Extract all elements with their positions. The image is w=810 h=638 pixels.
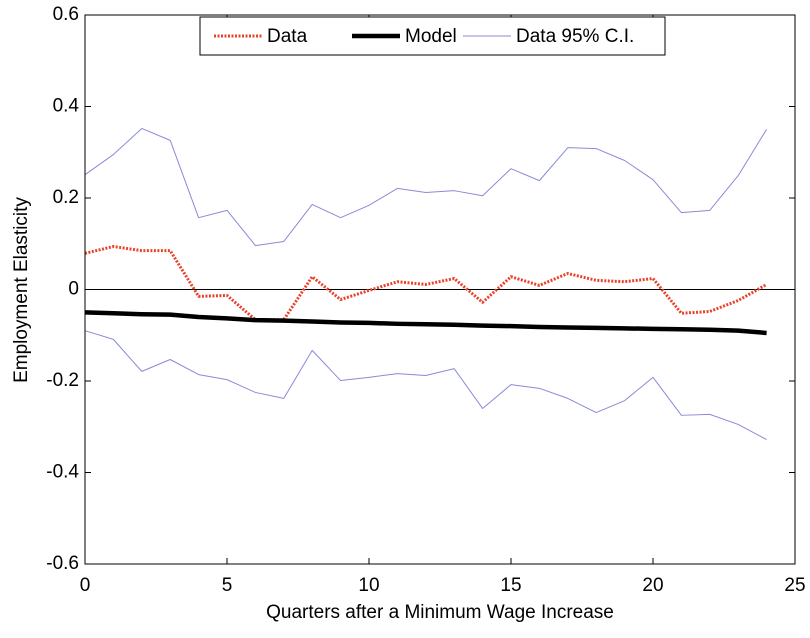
series-line <box>84 244 768 322</box>
x-tick-label: 10 <box>358 575 379 596</box>
x-axis-label: Quarters after a Minimum Wage Increase <box>266 602 614 623</box>
y-tick-label: -0.4 <box>46 462 79 483</box>
y-tick-label: -0.2 <box>46 370 79 391</box>
legend-label: Data <box>267 26 308 47</box>
x-tick-label: 5 <box>222 575 233 596</box>
series-line <box>84 310 767 336</box>
ci-line <box>84 127 768 247</box>
y-tick-label: 0 <box>68 279 79 300</box>
ci-line <box>84 330 767 441</box>
y-tick-label: 0.6 <box>53 4 79 25</box>
x-tick-label: 0 <box>80 575 91 596</box>
x-tick-label: 25 <box>784 575 805 596</box>
x-tick-label: 20 <box>642 575 663 596</box>
legend-label: Data 95% C.I. <box>516 26 634 47</box>
y-tick-label: -0.6 <box>46 553 79 574</box>
y-tick-label: 0.4 <box>53 96 80 117</box>
plot-frame <box>84 14 796 565</box>
y-tick-label: 0.2 <box>53 187 79 208</box>
x-tick-label: 15 <box>500 575 521 596</box>
legend-box <box>199 16 666 56</box>
legend-label: Model <box>405 26 457 47</box>
y-axis-label: Employment Elasticity <box>11 197 32 383</box>
